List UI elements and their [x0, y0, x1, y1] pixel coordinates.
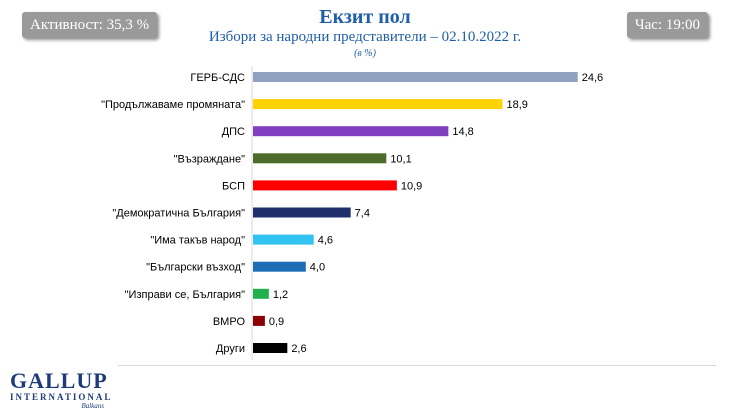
bar: [253, 315, 265, 326]
bar: [253, 234, 314, 245]
category-label: "Изправи се, България": [125, 289, 245, 301]
category-label: ГЕРБ-СДС: [190, 72, 245, 84]
bar: [253, 261, 306, 272]
bar: [253, 99, 503, 110]
value-label: 2,6: [291, 343, 306, 355]
value-label: 14,8: [452, 126, 473, 138]
bar: [253, 180, 397, 191]
gallup-logo: GALLUP INTERNATIONAL Balkans: [10, 368, 113, 411]
footer-divider: [118, 365, 716, 366]
turnout-badge: Активност: 35,3 %: [22, 12, 158, 38]
value-label: 18,9: [506, 99, 527, 111]
bar: [253, 207, 351, 218]
category-label: ДПС: [222, 126, 245, 138]
bar: [253, 343, 288, 353]
value-label: 7,4: [355, 208, 370, 220]
chart-unit: (в %): [354, 48, 376, 59]
bar: [253, 126, 449, 137]
category-label: "Продължаваме промяната": [101, 99, 245, 111]
category-label: "Възраждане": [174, 153, 245, 165]
value-label: 4,0: [310, 262, 325, 274]
time-badge: Час: 19:00: [626, 12, 708, 38]
category-label: "Демократична България": [112, 208, 245, 220]
logo-main-text: GALLUP: [10, 368, 108, 393]
value-label: 10,9: [401, 180, 422, 192]
bar: [253, 153, 387, 164]
bar: [253, 288, 269, 299]
category-label: "Има такъв народ": [150, 235, 245, 247]
value-label: 10,1: [390, 153, 411, 165]
category-label: Други: [216, 343, 245, 355]
value-label: 24,6: [582, 72, 603, 84]
value-label: 4,6: [318, 235, 333, 247]
logo-tag-text: Balkans: [81, 402, 104, 410]
category-label: БСП: [222, 180, 245, 192]
value-label: 1,2: [273, 289, 288, 301]
category-label: ВМРО: [213, 316, 246, 328]
value-label: 0,9: [269, 316, 284, 328]
category-label: "Български възход": [146, 262, 245, 274]
bar: [253, 72, 578, 82]
chart-title: Екзит пол: [319, 6, 411, 28]
chart-subtitle: Избори за народни представители – 02.10.…: [208, 29, 522, 45]
logo-sub-text: INTERNATIONAL: [10, 392, 113, 402]
